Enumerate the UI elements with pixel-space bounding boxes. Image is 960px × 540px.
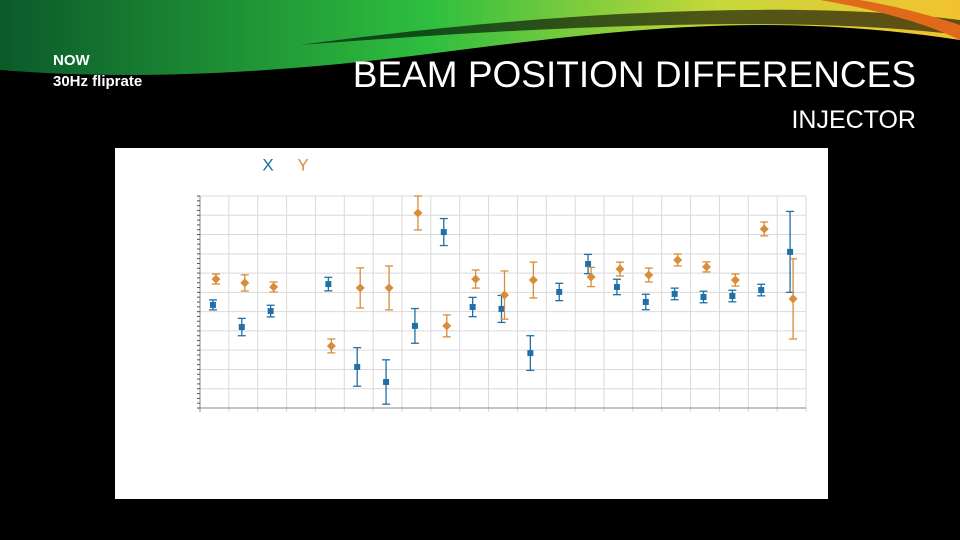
data-point [613, 283, 620, 290]
data-point [673, 255, 683, 265]
data-point [702, 262, 711, 272]
legend-label: Y [297, 155, 308, 174]
data-point [471, 274, 481, 284]
data-point [615, 264, 625, 274]
data-point [411, 322, 418, 329]
data-point [413, 208, 423, 218]
data-point [440, 229, 447, 236]
data-point [700, 293, 707, 300]
data-point [528, 275, 538, 285]
data-point [211, 274, 221, 284]
slide-title: BEAM POSITION DIFFERENCES [352, 54, 916, 95]
data-point [354, 363, 361, 370]
data-point [384, 283, 394, 293]
data-point [758, 287, 765, 294]
data-point [442, 321, 452, 331]
data-point [586, 272, 596, 282]
header-decoration [0, 0, 960, 75]
data-point [500, 290, 509, 300]
note: NOW [53, 52, 90, 69]
data-point [759, 224, 769, 234]
data-point [787, 248, 794, 255]
data-point [269, 282, 279, 292]
chart-background [115, 148, 828, 499]
data-point [729, 293, 736, 300]
data-point [469, 304, 476, 311]
data-point [730, 275, 740, 285]
data-point [671, 290, 678, 297]
data-point [240, 278, 250, 288]
legend-label: X [262, 155, 273, 174]
note: 30Hz fliprate [53, 73, 143, 90]
data-point [355, 283, 365, 293]
data-point [527, 350, 534, 357]
data-point [325, 281, 332, 288]
data-point [788, 294, 798, 304]
data-point [585, 261, 592, 268]
data-point [556, 288, 563, 295]
data-point [642, 299, 649, 305]
data-point [644, 270, 654, 280]
data-point [498, 305, 505, 312]
data-point [267, 308, 274, 315]
data-point [209, 301, 216, 308]
data-point [326, 341, 336, 351]
data-point [383, 378, 390, 385]
slide-subtitle: INJECTOR [791, 106, 916, 134]
data-point [238, 324, 245, 331]
